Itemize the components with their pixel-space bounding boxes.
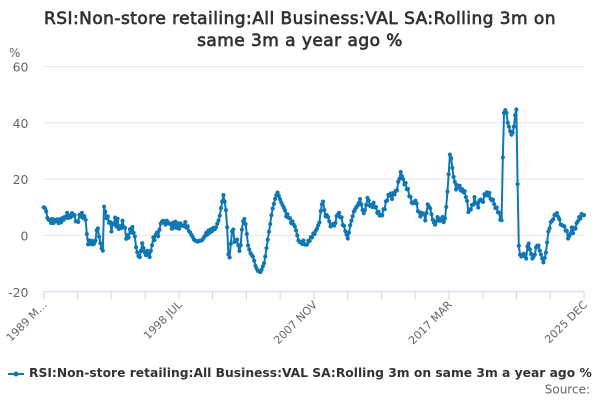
y-tick-label-60: 60 bbox=[13, 60, 29, 75]
legend-marker-dot bbox=[13, 371, 19, 377]
chart-title-line-2: same 3m a year ago % bbox=[197, 31, 403, 51]
legend-label: RSI:Non-store retailing:All Business:VAL… bbox=[29, 366, 592, 380]
y-axis-unit-label: % bbox=[9, 46, 20, 60]
y-tick-label-neg20: -20 bbox=[8, 285, 28, 300]
y-tick-label-20: 20 bbox=[13, 172, 29, 187]
legend-item[interactable]: RSI:Non-store retailing:All Business:VAL… bbox=[8, 366, 592, 380]
y-tick-label-40: 40 bbox=[13, 116, 29, 131]
y-tick-label-0: 0 bbox=[21, 229, 29, 244]
source-label: Source: bbox=[545, 383, 590, 397]
x-axis bbox=[43, 291, 585, 300]
chart-title-line-1: RSI:Non-store retailing:All Business:VAL… bbox=[44, 9, 556, 29]
data-series-group bbox=[41, 107, 587, 275]
y-axis-labels: 60 40 20 0 -20 bbox=[8, 60, 28, 301]
series-point-markers bbox=[41, 107, 587, 275]
